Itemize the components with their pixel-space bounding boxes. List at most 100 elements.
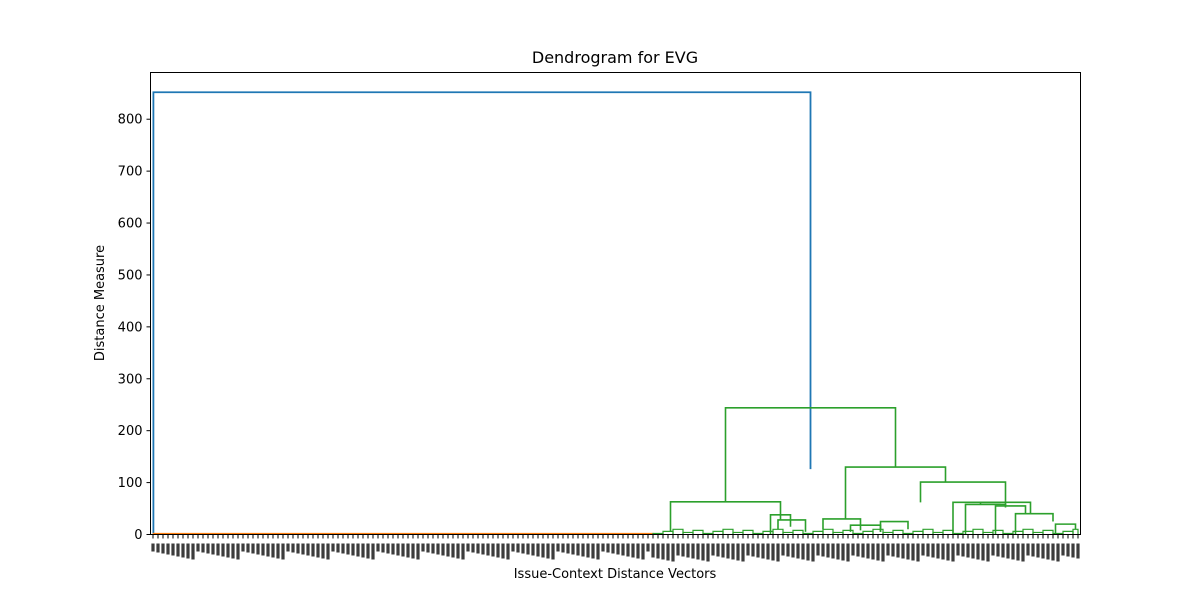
leaf-label — [811, 543, 815, 562]
y-axis-ticks: 0 100 200 300 400 500 600 700 800 — [118, 113, 151, 543]
leaf-label — [701, 543, 705, 561]
leaf-label — [506, 543, 510, 560]
leaf-label — [571, 543, 575, 555]
leaf-label — [446, 543, 450, 557]
dendrogram-link-small — [792, 529, 804, 535]
leaf-label — [561, 543, 565, 553]
y-tick-label: 100 — [118, 476, 143, 491]
leaf-label — [881, 543, 885, 562]
leaf-label — [746, 543, 750, 556]
leaf-label — [776, 543, 780, 562]
leaf-label — [941, 543, 945, 560]
leaf-label — [161, 543, 165, 554]
leaf-label — [956, 543, 960, 556]
leaf-label — [796, 543, 800, 559]
leaf-label — [586, 543, 590, 558]
leaf-label — [756, 543, 760, 558]
leaf-label — [1031, 543, 1035, 557]
leaf-label — [216, 543, 220, 556]
leaf-label — [1006, 543, 1010, 559]
dendrogram-links — [152, 91, 1079, 535]
leaf-label — [176, 543, 180, 557]
leaf-label — [456, 543, 460, 559]
leaf-label — [296, 543, 300, 554]
leaf-label — [581, 543, 585, 557]
leaf-label — [1061, 543, 1065, 556]
dendrogram-link-right-mid — [844, 466, 947, 519]
leaf-label — [471, 543, 475, 553]
dendrogram-link-small — [1042, 529, 1054, 535]
leaf-label — [246, 543, 250, 553]
leaf-label — [551, 543, 555, 560]
leaf-label — [951, 543, 955, 562]
leaf-label — [886, 543, 890, 556]
dendrogram-link-right-c — [979, 501, 1032, 514]
y-axis-label: Distance Measure — [93, 245, 108, 361]
leaf-label — [1001, 543, 1005, 558]
leaf-label — [656, 543, 660, 559]
chart-title: Dendrogram for EVG — [532, 48, 698, 67]
leaf-label — [666, 543, 670, 561]
dendrogram-link-right-a — [919, 481, 1007, 508]
leaf-label — [346, 543, 350, 555]
leaf-label — [946, 543, 950, 561]
y-tick-label: 700 — [118, 165, 143, 180]
leaf-label — [911, 543, 915, 561]
leaf-label — [636, 543, 640, 559]
leaf-label — [291, 543, 295, 553]
leaf-label — [1046, 543, 1050, 560]
leaf-label — [861, 543, 865, 558]
leaf-label — [501, 543, 505, 559]
leaf-label — [416, 543, 420, 560]
dendrogram-link-root — [152, 91, 812, 534]
leaf-label — [986, 543, 990, 562]
leaf-label — [836, 543, 840, 560]
leaf-label — [846, 543, 850, 562]
y-tick-label: 200 — [118, 424, 143, 439]
leaf-label — [576, 543, 580, 556]
leaf-label — [1011, 543, 1015, 560]
leaf-label — [761, 543, 765, 559]
leaf-label — [376, 543, 380, 552]
leaf-label — [856, 543, 860, 557]
leaf-label — [851, 543, 855, 556]
x-axis-label: Issue-Context Distance Vectors — [514, 567, 717, 582]
leaf-label — [226, 543, 230, 558]
leaf-label — [921, 543, 925, 556]
leaf-label — [806, 543, 810, 561]
dendrogram-link-right-g — [1054, 523, 1077, 535]
dendrogram-link-small — [1072, 528, 1079, 535]
leaf-label — [786, 543, 790, 557]
leaf-label — [631, 543, 635, 558]
leaf-label — [876, 543, 880, 561]
leaf-label — [1056, 543, 1060, 562]
leaf-label — [331, 543, 335, 552]
leaf-label — [816, 543, 820, 556]
leaf-label — [651, 543, 655, 558]
leaf-label — [221, 543, 225, 557]
leaf-label — [236, 543, 240, 560]
leaf-label — [621, 543, 625, 556]
leaf-label — [641, 543, 645, 560]
leaf-label — [201, 543, 205, 553]
leaf-label — [426, 543, 430, 553]
leaf-label — [371, 543, 375, 560]
leaf-label — [231, 543, 235, 559]
leaf-label — [1071, 543, 1075, 558]
leaf-label — [301, 543, 305, 555]
leaf-label — [281, 543, 285, 560]
leaf-label — [421, 543, 425, 552]
leaf-label — [286, 543, 290, 552]
leaf-label — [251, 543, 255, 554]
leaf-label — [721, 543, 725, 558]
leaf-label — [366, 543, 370, 559]
y-tick-label: 800 — [118, 113, 143, 128]
leaf-label — [996, 543, 1000, 557]
leaf-label — [166, 543, 170, 555]
leaf-label — [936, 543, 940, 559]
leaf-label — [541, 543, 545, 558]
dendrogram-link-right-f — [1014, 512, 1054, 535]
dendrogram-link-small — [692, 529, 704, 535]
leaf-label — [691, 543, 695, 559]
leaf-label — [981, 543, 985, 561]
